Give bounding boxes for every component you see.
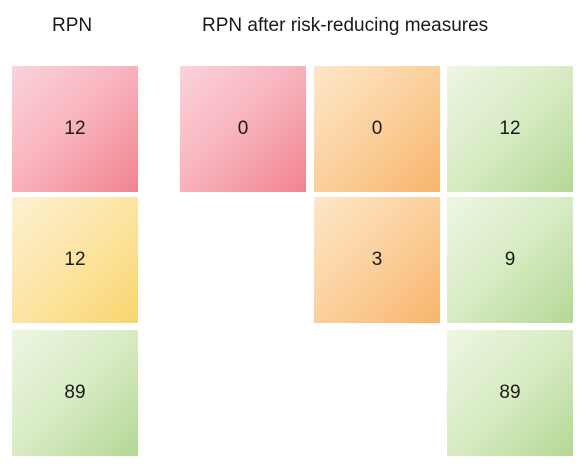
reduced-rpn-cell-value: 0 <box>371 118 383 139</box>
rpn-after-measures-heading: RPN after risk-reducing measures <box>202 15 489 36</box>
rpn-cell-green: 89 <box>12 330 138 456</box>
rpn-cell-red: 12 <box>12 66 138 192</box>
rpn-cell-value: 12 <box>64 118 86 139</box>
reduced-rpn-cell-value: 89 <box>499 382 521 403</box>
reduced-rpn-cell-amber: 0 <box>314 66 440 192</box>
reduced-rpn-cell-green: 12 <box>447 66 573 192</box>
reduced-rpn-cell-green: 89 <box>447 330 573 456</box>
rpn-cell-value: 12 <box>64 249 86 270</box>
reduced-rpn-cell-green: 9 <box>447 197 573 323</box>
reduced-rpn-cell-value: 0 <box>237 118 249 139</box>
reduced-rpn-cell-red: 0 <box>180 66 306 192</box>
reduced-rpn-cell-value: 9 <box>504 249 516 270</box>
rpn-cell-yellow: 12 <box>12 197 138 323</box>
rpn-cell-value: 89 <box>64 382 86 403</box>
reduced-rpn-cell-value: 3 <box>371 249 383 270</box>
rpn-heading: RPN <box>52 15 93 36</box>
reduced-rpn-cell-amber: 3 <box>314 197 440 323</box>
reduced-rpn-cell-value: 12 <box>499 118 521 139</box>
